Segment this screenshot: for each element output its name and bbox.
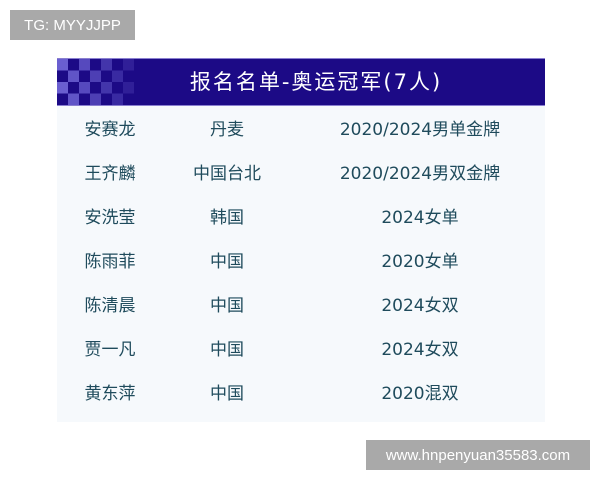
table-title: 报名名单-奥运冠军(7人)	[189, 70, 443, 94]
athlete-region: 韩国	[210, 208, 244, 228]
athlete-medal: 2020/2024男单金牌	[339, 120, 501, 140]
table-row: 陈雨菲 中国 2020女单	[57, 240, 545, 284]
athlete-region: 中国台北	[193, 164, 261, 184]
athlete-region: 丹麦	[210, 120, 244, 140]
athlete-medal: 2020女单	[381, 252, 459, 272]
athlete-region: 中国	[210, 340, 244, 360]
athlete-medal: 2024女双	[381, 340, 459, 360]
athlete-name: 黄东萍	[84, 384, 136, 404]
athlete-name: 陈雨菲	[84, 252, 136, 272]
athlete-name: 陈清晨	[84, 296, 136, 316]
athlete-name: 贾一凡	[84, 340, 136, 360]
watermark-top: TG: MYYJJPP	[10, 10, 135, 40]
athlete-region: 中国	[210, 384, 244, 404]
table-header: 报名名单-奥运冠军(7人)	[57, 58, 545, 106]
table-row: 陈清晨 中国 2024女双	[57, 284, 545, 328]
athlete-region: 中国	[210, 296, 244, 316]
table-row: 王齐麟 中国台北 2020/2024男双金牌	[57, 152, 545, 196]
watermark-bottom: www.hnpenyuan35583.com	[366, 440, 590, 470]
checker-pattern-decoration	[57, 59, 134, 105]
athlete-medal: 2024女双	[381, 296, 459, 316]
athlete-name: 安洗莹	[84, 208, 136, 228]
athlete-region: 中国	[210, 252, 244, 272]
athlete-medal: 2020/2024男双金牌	[339, 164, 501, 184]
athlete-medal: 2024女单	[381, 208, 459, 228]
athlete-medal: 2020混双	[381, 384, 459, 404]
table-row: 贾一凡 中国 2024女双	[57, 328, 545, 372]
champion-table: 报名名单-奥运冠军(7人) 安赛龙 丹麦 2020/2024男单金牌王齐麟 中国台北 2…	[57, 58, 545, 422]
athlete-name: 王齐麟	[84, 164, 136, 184]
table-row: 安赛龙 丹麦 2020/2024男单金牌	[57, 108, 545, 152]
athlete-name: 安赛龙	[84, 120, 136, 140]
table-row: 安洗莹 韩国 2024女单	[57, 196, 545, 240]
table-row: 黄东萍 中国 2020混双	[57, 372, 545, 416]
